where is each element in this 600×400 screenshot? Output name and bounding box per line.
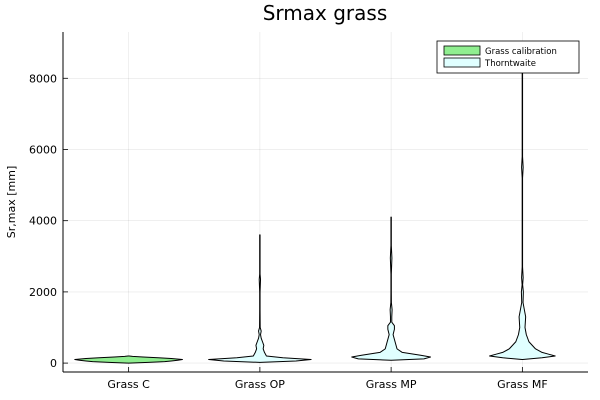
x-tick-label: Grass MP xyxy=(366,378,417,391)
violin-grass-c xyxy=(74,355,183,364)
y-tick-label: 6000 xyxy=(29,143,57,156)
y-tick-label: 2000 xyxy=(29,286,57,299)
violin-grass-mp xyxy=(351,216,431,361)
x-tick-label: Grass MF xyxy=(497,378,548,391)
legend-swatch xyxy=(443,45,481,56)
grid xyxy=(63,32,588,372)
legend: Grass calibration Thorntwaite xyxy=(436,40,580,74)
y-tick-label: 8000 xyxy=(29,72,57,85)
axes: 0 2000 4000 6000 8000 Grass C Grass OP Grass MP… xyxy=(29,32,588,391)
y-axis-label: Sr,max [mm] xyxy=(5,166,18,238)
y-tick-label: 0 xyxy=(50,357,57,370)
legend-label: Grass calibration xyxy=(485,47,557,57)
x-tick-label: Grass C xyxy=(107,378,150,391)
legend-swatch xyxy=(443,57,481,68)
chart-title: Srmax grass xyxy=(263,1,388,25)
x-tick-label: Grass OP xyxy=(235,378,285,391)
violin-grass-mf xyxy=(489,42,556,361)
y-tick-label: 4000 xyxy=(29,215,57,228)
legend-label: Thorntwaite xyxy=(484,59,536,69)
violins xyxy=(74,42,556,364)
violin-grass-op xyxy=(208,234,312,363)
